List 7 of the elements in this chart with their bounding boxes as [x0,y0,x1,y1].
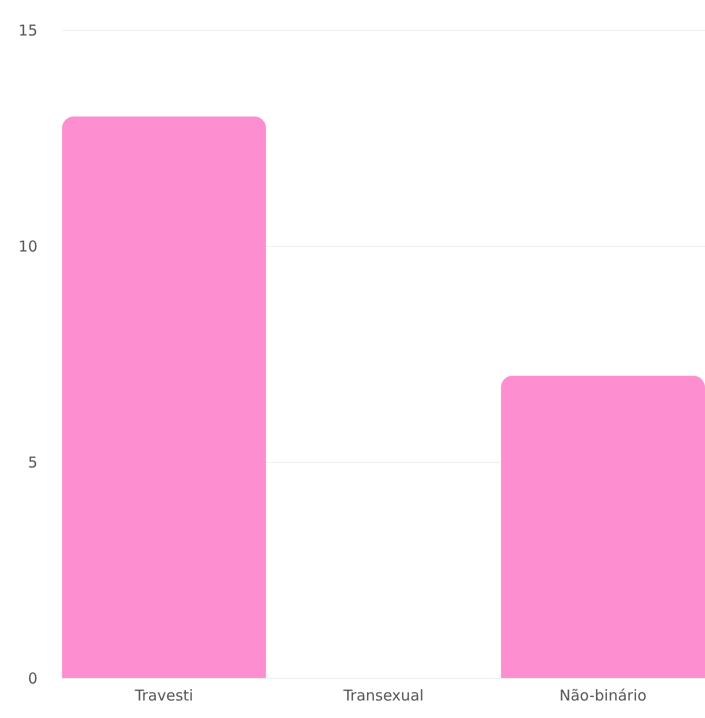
x-tick-label: Travesti [134,686,194,704]
y-tick-label: 0 [28,670,38,688]
x-tick-label: Não-binário [559,686,647,704]
y-tick-label: 5 [28,454,38,472]
x-tick-label: Transexual [342,686,424,704]
y-tick-label: 15 [18,22,38,40]
y-tick-label: 10 [18,238,38,256]
